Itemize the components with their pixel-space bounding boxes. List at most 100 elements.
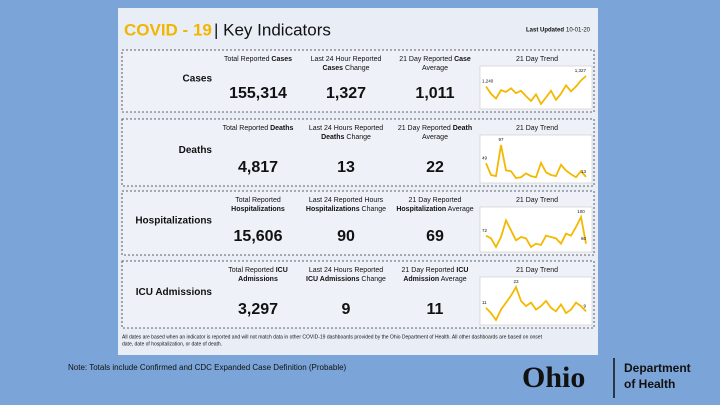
metric-label-part: Total Reported <box>224 56 271 63</box>
metric-label: 21 Day Reported <box>409 197 462 204</box>
metric-value: 11 <box>427 301 444 318</box>
metric-label: Average <box>422 65 448 72</box>
metric-label-part: 21 Day Reported <box>409 197 462 204</box>
trend-box <box>479 276 593 326</box>
metric-label-part: Cases <box>271 56 292 63</box>
trend-title: 21 Day Trend <box>516 197 558 204</box>
metric-label-part: Deaths <box>270 125 293 132</box>
trend-title: 21 Day Trend <box>516 56 558 63</box>
metric-value: 4,817 <box>238 159 278 176</box>
trend-label: 9 <box>583 304 586 309</box>
metric-label-part: Average <box>446 206 474 213</box>
dashboard-subtitle: | Key Indicators <box>214 20 331 39</box>
metric-label-part: Last 24 Hours Reported <box>309 267 383 274</box>
metric-label: Total Reported <box>235 197 281 204</box>
metric-label: 21 Day Reported Death <box>398 125 472 132</box>
metric-label: Admission Average <box>403 276 466 283</box>
trend-label: 72 <box>482 228 488 233</box>
trend-label: 97 <box>498 137 504 142</box>
trend-line <box>485 144 587 179</box>
metric-label-part: Change <box>343 65 370 72</box>
metric-value: 1,011 <box>415 85 454 102</box>
trend-label: 13 <box>581 169 587 174</box>
metric-label: Cases Change <box>322 65 369 72</box>
metric-label-part: Change <box>360 206 387 213</box>
dashboard-title: COVID - 19 <box>124 20 212 39</box>
metric-value: 22 <box>426 159 444 176</box>
metric-value: 90 <box>337 228 355 245</box>
trend-label: 1,240 <box>482 79 494 84</box>
trend-line <box>485 214 587 249</box>
metric-label: Last 24 Hours Reported <box>309 267 383 274</box>
updated-date: 10-01-20 <box>566 28 591 34</box>
metric-label: Hospitalizations Change <box>306 206 386 213</box>
trend-label: 49 <box>482 155 488 160</box>
metric-label: Average <box>422 134 448 141</box>
metric-label-part: Hospitalization <box>396 206 446 213</box>
metric-label-part: Average <box>439 276 467 283</box>
metric-label-part: Hospitalizations <box>231 206 285 213</box>
metric-label-part: ICU <box>456 267 468 274</box>
footer-text: date, date of hospitalization, or date o… <box>122 341 222 347</box>
metric-label-part: Case <box>454 56 471 63</box>
metric-label: Last 24 Hour Reported <box>311 56 382 63</box>
metric-label: 21 Day Reported ICU <box>402 267 469 274</box>
row-name: Cases <box>183 74 213 85</box>
metric-label-part: ICU Admissions <box>306 276 360 283</box>
row-name: Hospitalizations <box>135 216 212 227</box>
metric-label: Last 24 Reported Hours <box>309 197 384 204</box>
metric-label: Total Reported Cases <box>224 56 292 63</box>
trend-title: 21 Day Trend <box>516 267 558 274</box>
trend-title: 21 Day Trend <box>516 125 558 132</box>
metric-label-part: Average <box>422 65 448 72</box>
metric-value: 1,327 <box>326 85 366 102</box>
metric-label-part: Last 24 Hour Reported <box>311 56 382 63</box>
metric-label-part: Change <box>359 276 386 283</box>
metric-label-part: Change <box>344 134 371 141</box>
metric-label-part: Admissions <box>238 276 278 283</box>
updated-label: Last Updated <box>526 28 564 34</box>
metric-label-part: 21 Day Reported <box>402 267 457 274</box>
metric-label: Last 24 Hours Reported <box>309 125 383 132</box>
metric-label-part: Deaths <box>321 134 344 141</box>
logo-org: Department <box>624 361 691 375</box>
metric-label-part: Total Reported <box>235 197 281 204</box>
row-name: ICU Admissions <box>136 287 213 298</box>
metric-label: Deaths Change <box>321 134 371 141</box>
metric-label: ICU Admissions Change <box>306 276 386 283</box>
metric-label-part: 21 Day Reported <box>398 125 453 132</box>
metric-label: Admissions <box>238 276 278 283</box>
row-name: Deaths <box>179 145 213 156</box>
trend-line <box>485 75 587 106</box>
metric-label: Hospitalizations <box>231 206 285 213</box>
metric-value: 3,297 <box>238 301 278 318</box>
metric-label-part: Cases <box>322 65 343 72</box>
note: Note: Totals include Confirmed and CDC E… <box>68 363 347 372</box>
trend-label: 23 <box>513 279 519 284</box>
metric-label-part: Death <box>453 125 472 132</box>
trend-line <box>485 284 587 322</box>
trend-label: 1,327 <box>575 68 587 73</box>
trend-box <box>479 65 593 110</box>
metric-label: Hospitalization Average <box>396 206 473 213</box>
metric-label-part: Total Reported <box>223 125 270 132</box>
metric-value: 13 <box>337 159 355 176</box>
trend-label: 100 <box>577 209 585 214</box>
metric-label-part: 21 Day Reported <box>399 56 454 63</box>
metric-label-part: Last 24 Reported Hours <box>309 197 384 204</box>
logo-org: of Health <box>624 377 675 391</box>
metric-label-part: ICU <box>276 267 288 274</box>
metric-label-part: Last 24 Hours Reported <box>309 125 383 132</box>
trend-label: 11 <box>482 300 487 305</box>
footer-text: All dates are based when an indicator is… <box>122 334 543 340</box>
metric-value: 15,606 <box>234 228 283 245</box>
metric-label-part: Hospitalizations <box>306 206 360 213</box>
metric-label-part: Total Reported <box>228 267 275 274</box>
logo-name: Ohio <box>522 361 585 394</box>
metric-value: 69 <box>426 228 444 245</box>
metric-label: Total Reported ICU <box>228 267 288 274</box>
metric-label-part: Average <box>422 134 448 141</box>
trend-label: 60 <box>581 236 587 241</box>
metric-label-part: Admission <box>403 276 439 283</box>
